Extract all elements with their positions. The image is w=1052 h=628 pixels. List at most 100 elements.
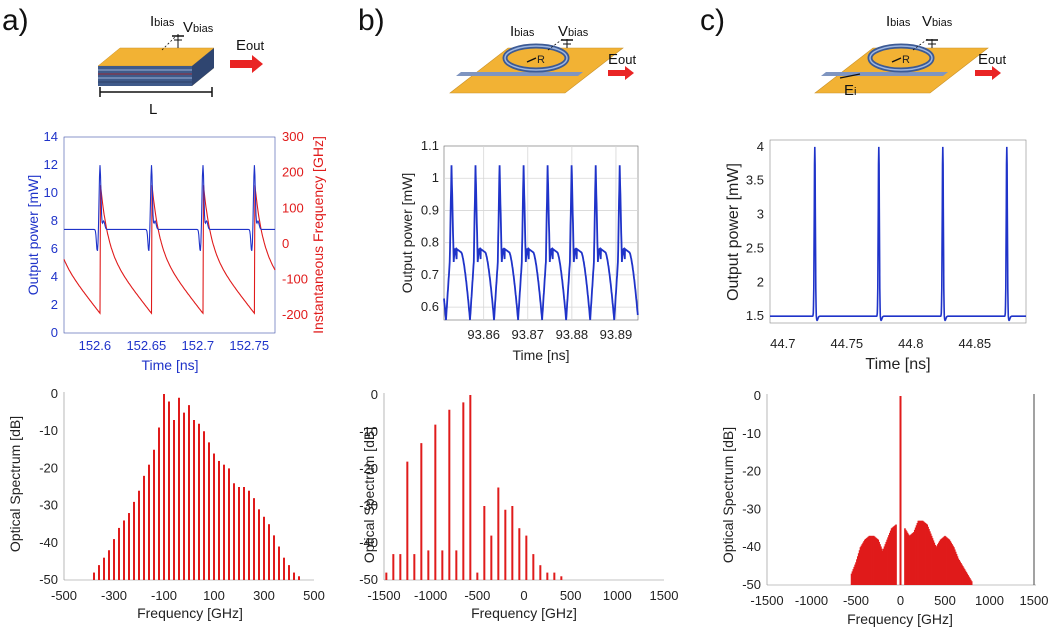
plot-c-spec-xtick: -1000 bbox=[795, 593, 828, 608]
plot-a-time-ytick: 6 bbox=[51, 241, 58, 256]
plot-b-spec-ytick: -50 bbox=[359, 572, 378, 587]
eout-label-b: Eout bbox=[608, 51, 636, 68]
plot-a-time-xtick: 152.65 bbox=[126, 338, 166, 353]
plot-a-spec-bars bbox=[93, 394, 300, 580]
plot-a-time-y2-ytick: -200 bbox=[282, 307, 308, 322]
plot-b-spec-xtick: -1000 bbox=[414, 588, 447, 603]
plot-c-time-yticks: 1.5 2 2.5 3 3.5 4 bbox=[746, 139, 764, 323]
plot-a-spec-yticks: 0 -10 -20 -30 -40 -50 bbox=[39, 386, 58, 587]
power-trace bbox=[770, 146, 1026, 322]
slab-side bbox=[192, 48, 214, 86]
plot-b-time-ytick: 1.1 bbox=[421, 138, 439, 153]
plot-a-time-xtick: 152.7 bbox=[182, 338, 215, 353]
plot-c-time-xticks: 44.7 44.75 44.8 44.85 bbox=[770, 336, 991, 351]
plot-b-spec-ytick: 0 bbox=[371, 387, 378, 402]
plot-a-spec-xticks: -500 -300 -100 100 300 500 bbox=[51, 588, 325, 603]
plot-b-spec-xtick: 1000 bbox=[603, 588, 632, 603]
plot-a-time-series bbox=[63, 165, 276, 315]
plot-c-spec-ytick: -10 bbox=[742, 426, 761, 441]
output-arrow-b bbox=[608, 66, 634, 80]
plot-c-time-xtick: 44.8 bbox=[898, 336, 923, 351]
eout-label-a: Eout bbox=[236, 37, 264, 54]
ibias-label-a: Ibias bbox=[150, 13, 175, 30]
output-arrow-c bbox=[975, 66, 1001, 80]
plot-b-time-xticks: 93.86 93.87 93.88 93.89 bbox=[467, 327, 632, 342]
plot-a-spec-xtick: 500 bbox=[303, 588, 325, 603]
plot-b-spec-bars bbox=[385, 395, 563, 580]
plot-b-spec-xticks: -1500 -1000 -500 0 500 1000 1500 bbox=[367, 588, 678, 603]
plot-b-time-xlabel: Time [ns] bbox=[512, 347, 569, 363]
plot-c-time-xtick: 44.85 bbox=[959, 336, 992, 351]
plot-c-spec-ytick: -50 bbox=[742, 577, 761, 592]
plot-a-spec-ylabel: Optical Spectrum [dB] bbox=[7, 416, 23, 552]
plot-b-spec-yticks: 0 -10 -20 -30 -40 -50 bbox=[359, 387, 378, 587]
slab-front bbox=[98, 66, 192, 86]
plot-c-time-ytick: 2.5 bbox=[746, 240, 764, 255]
plot-b-spec-ytick: -20 bbox=[359, 461, 378, 476]
waveguide-c bbox=[821, 72, 948, 76]
plot-c-spec-xtick: 0 bbox=[897, 593, 904, 608]
ibias-label-b: Ibias bbox=[510, 23, 535, 40]
plot-a-time-ylabel: Output power [mW] bbox=[25, 175, 41, 296]
plot-a-time-ytick: 10 bbox=[44, 185, 58, 200]
plot-c-time-xtick: 44.7 bbox=[770, 336, 795, 351]
plot-b-spec-xtick: -500 bbox=[464, 588, 490, 603]
plot-a-time-ytick: 12 bbox=[44, 157, 58, 172]
power-trace bbox=[64, 165, 275, 252]
plot-a-spec-ytick: -30 bbox=[39, 498, 58, 513]
plot-a-spec-xtick: -300 bbox=[101, 588, 127, 603]
vbias-label-b: Vbias bbox=[558, 23, 589, 40]
plot-c-spec-ytick: 0 bbox=[754, 388, 761, 403]
plot-b-spec-ytick: -40 bbox=[359, 535, 378, 550]
plot-b-time-grid bbox=[444, 146, 638, 320]
plot-a-time-ytick: 14 bbox=[44, 129, 58, 144]
plot-b-time-xtick: 93.86 bbox=[467, 327, 500, 342]
vbias-label-a: Vbias bbox=[183, 19, 214, 36]
ein-label-c: Ei bbox=[844, 82, 856, 99]
power-trace bbox=[443, 165, 639, 321]
plot-a-time-xtick: 152.6 bbox=[79, 338, 112, 353]
plot-a-time-y2-ytick: 100 bbox=[282, 200, 304, 215]
eout-label-c: Eout bbox=[978, 51, 1006, 68]
plot-a-time-ytick: 8 bbox=[51, 213, 58, 228]
plot-b-time-ytick: 0.6 bbox=[421, 299, 439, 314]
plot-c-spec-xtick: 1500 bbox=[1020, 593, 1049, 608]
plot-a-spec-xtick: 300 bbox=[253, 588, 275, 603]
plot-c-time-xtick: 44.75 bbox=[831, 336, 864, 351]
plot-a-time-ytick: 2 bbox=[51, 297, 58, 312]
plot-a-spec-xtick: -100 bbox=[151, 588, 177, 603]
plot-a-time-y2label: Instantaneous Frequency [GHz] bbox=[310, 136, 326, 334]
plot-a-spec-ytick: -10 bbox=[39, 423, 58, 438]
panel-label-b: b) bbox=[358, 4, 385, 37]
plot-a-time-y2-ytick: 300 bbox=[282, 129, 304, 144]
plot-b-time-ytick: 1 bbox=[432, 170, 439, 185]
plot-c-spec-xticks: -1500 -1000 -500 0 500 1000 1500 bbox=[750, 593, 1048, 608]
plot-a-spec-ytick: -40 bbox=[39, 535, 58, 550]
plot-b-time-series bbox=[443, 165, 639, 321]
plot-b-spec-ytick: -10 bbox=[359, 424, 378, 439]
plot-a-time-xticks: 152.6 152.65 152.7 152.75 bbox=[79, 338, 270, 353]
plot-b-time-xtick: 93.88 bbox=[556, 327, 589, 342]
radius-label-b: R bbox=[537, 54, 545, 66]
plot-a-time-ytick: 4 bbox=[51, 269, 58, 284]
plot-b-time-ytick: 0.9 bbox=[421, 202, 439, 217]
radius-label-c: R bbox=[902, 54, 910, 66]
plot-a-time-xlabel: Time [ns] bbox=[141, 357, 198, 373]
plot-a-time-y2-ytick: 200 bbox=[282, 165, 304, 180]
plot-c-spec-ytick: -40 bbox=[742, 539, 761, 554]
plot-b-time-ytick: 0.8 bbox=[421, 235, 439, 250]
plot-b-time-xtick: 93.89 bbox=[600, 327, 633, 342]
plot-c-spec-ytick: -30 bbox=[742, 501, 761, 516]
plot-c-spec-xtick: -1500 bbox=[750, 593, 783, 608]
plot-b-spec-xlabel: Frequency [GHz] bbox=[471, 605, 577, 621]
schematic-c: R Ei Ibias Vbias Eout bbox=[814, 13, 1006, 99]
plot-b-time-yticks: 0.6 0.7 0.8 0.9 1 1.1 bbox=[421, 138, 439, 314]
output-arrow-a bbox=[230, 55, 263, 73]
plot-b-time-xtick: 93.87 bbox=[511, 327, 544, 342]
plot-b-spec-ytick: -30 bbox=[359, 498, 378, 513]
ibias-label-c: Ibias bbox=[886, 13, 911, 30]
plot-c-spec-ytick: -20 bbox=[742, 464, 761, 479]
plot-c-time-ytick: 1.5 bbox=[746, 308, 764, 323]
plot-a-time-frame bbox=[63, 136, 276, 334]
plot-c-spec-bars bbox=[850, 396, 973, 585]
